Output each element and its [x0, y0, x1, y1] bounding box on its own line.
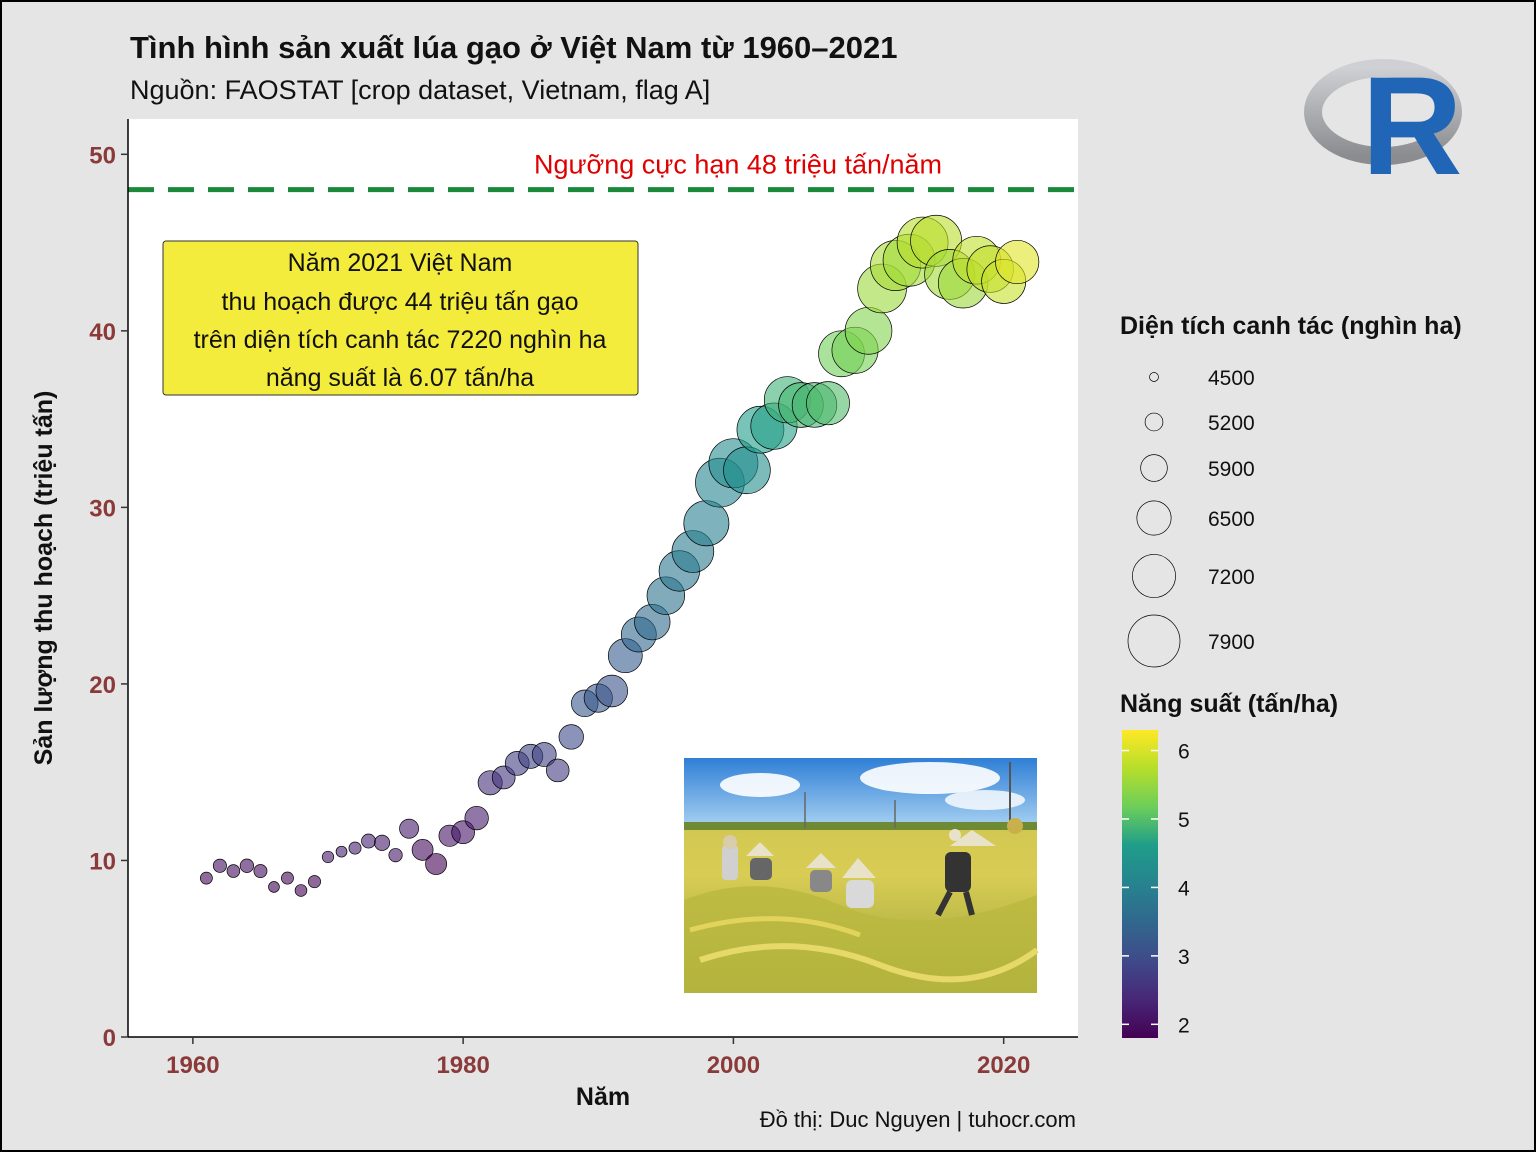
data-point-1976 — [399, 818, 419, 839]
size-legend: 4500 5200 5900 6500 7200 7900 — [1127, 367, 1255, 668]
data-point-1964 — [239, 858, 255, 873]
data-point-1965 — [253, 864, 268, 878]
data-point-1961 — [200, 871, 213, 885]
data-point-2010 — [844, 307, 893, 355]
data-point-1972 — [348, 841, 362, 855]
size-legend-label: 4500 — [1208, 367, 1255, 390]
data-point-1968 — [294, 884, 308, 897]
r-logo: R — [1304, 47, 1463, 204]
x-tick-label: 2000 — [707, 1052, 760, 1079]
x-ticks: 1960 1980 2000 2020 — [166, 1037, 1030, 1079]
y-tick-label: 20 — [89, 672, 116, 699]
data-point-1963 — [226, 864, 241, 878]
annotation-line-1: Năm 2021 Việt Nam — [288, 249, 513, 277]
y-axis-title: Sản lượng thu hoạch (triệu tấn) — [30, 391, 58, 766]
y-tick-label: 10 — [89, 848, 116, 875]
chart-caption: Đồ thị: Duc Nguyen | tuhocr.com — [759, 1107, 1076, 1132]
size-legend-circle — [1127, 614, 1181, 668]
size-legend-circle — [1132, 554, 1176, 598]
y-tick-label: 40 — [89, 319, 116, 346]
colorbar-tick-label: 2 — [1178, 1014, 1190, 1037]
colorbar-tick-label: 3 — [1178, 946, 1190, 969]
y-tick-label: 0 — [103, 1025, 116, 1052]
size-legend-label: 5900 — [1208, 458, 1255, 481]
data-point-1966 — [268, 881, 280, 893]
data-point-1967 — [281, 871, 294, 885]
size-legend-title: Diện tích canh tác (nghìn ha) — [1120, 312, 1462, 340]
size-legend-circle — [1144, 412, 1164, 432]
data-point-1975 — [388, 848, 403, 863]
size-legend-circle — [1149, 372, 1159, 382]
data-point-1986 — [531, 742, 557, 767]
data-points — [200, 214, 1040, 897]
data-point-1978 — [425, 853, 448, 875]
x-tick-label: 2020 — [977, 1052, 1030, 1079]
rice-harvest-photo — [684, 758, 1039, 993]
x-axis-title: Năm — [576, 1083, 630, 1111]
color-legend-title: Năng suất (tấn/ha) — [1120, 690, 1338, 718]
colorbar-tick-label: 4 — [1178, 877, 1190, 900]
data-point-1987 — [545, 758, 570, 783]
data-point-2007 — [806, 381, 850, 426]
size-legend-circle — [1136, 500, 1172, 536]
data-point-2021 — [995, 239, 1040, 285]
svg-text:R: R — [1361, 47, 1462, 204]
data-point-2001 — [723, 446, 771, 495]
threshold-label: Ngưỡng cực hạn 48 triệu tấn/năm — [534, 150, 942, 180]
size-legend-label: 5200 — [1208, 412, 1255, 435]
y-tick-label: 30 — [89, 495, 116, 522]
data-point-1962 — [212, 858, 227, 873]
annotation-line-4: năng suất là 6.07 tấn/ha — [266, 364, 534, 392]
annotation-line-3: trên diện tích canh tác 7220 nghìn ha — [194, 326, 607, 354]
annotation-box: Năm 2021 Việt Nam thu hoạch được 44 triệ… — [162, 240, 639, 396]
data-point-1981 — [464, 805, 489, 831]
data-point-1998 — [683, 500, 730, 547]
data-point-1971 — [335, 845, 348, 858]
size-legend-circle — [1140, 454, 1168, 482]
y-ticks: 0 10 20 30 40 50 — [89, 142, 128, 1052]
colorbar-tick-label: 5 — [1178, 809, 1190, 832]
colorbar — [1122, 730, 1158, 1038]
annotation-background — [162, 240, 639, 396]
data-point-1970 — [321, 850, 335, 864]
data-point-1988 — [558, 724, 584, 750]
size-legend-label: 7200 — [1208, 566, 1255, 589]
colorbar-ticks: 2 3 4 5 6 — [1122, 741, 1190, 1037]
data-point-1973 — [361, 833, 376, 849]
x-tick-label: 1960 — [166, 1052, 219, 1079]
y-tick-label: 50 — [89, 142, 116, 169]
data-point-1977 — [411, 839, 434, 861]
data-point-1991 — [595, 674, 629, 708]
size-legend-label: 6500 — [1208, 508, 1255, 531]
size-legend-label: 7900 — [1208, 631, 1255, 654]
data-point-1969 — [307, 875, 321, 889]
annotation-line-2: thu hoạch được 44 triệu tấn gạo — [222, 288, 579, 316]
colorbar-tick-label: 6 — [1178, 741, 1190, 764]
data-point-1974 — [374, 834, 391, 851]
page-subtitle: Nguồn: FAOSTAT [crop dataset, Vietnam, f… — [130, 75, 711, 105]
x-tick-label: 1980 — [436, 1052, 489, 1079]
page-title: Tình hình sản xuất lúa gạo ở Việt Nam từ… — [130, 30, 898, 65]
